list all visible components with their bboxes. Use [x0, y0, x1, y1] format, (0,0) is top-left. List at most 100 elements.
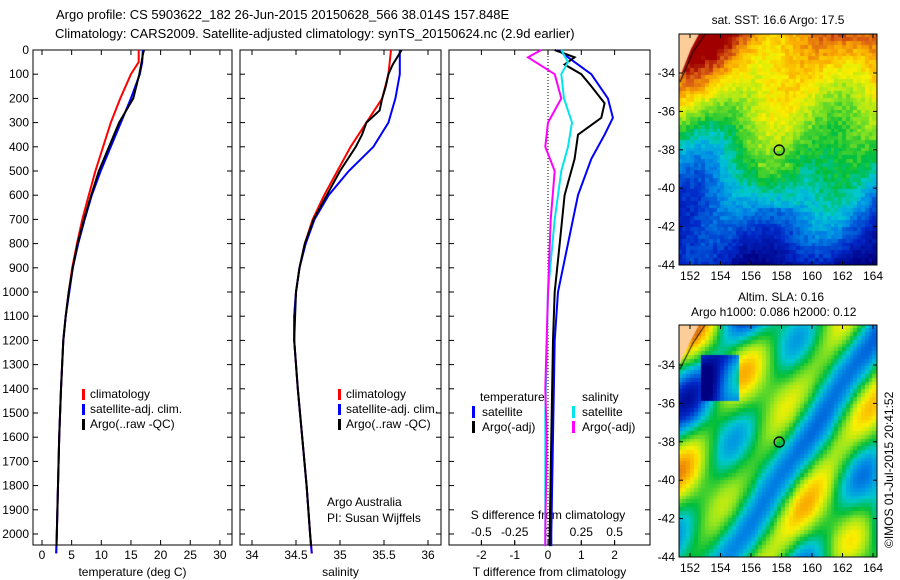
legend-label: satellite [482, 405, 523, 419]
y-tick-label: -40 [658, 473, 676, 487]
legend-swatch [82, 404, 85, 415]
sst-map-title: sat. SST: 16.6 Argo: 17.5 [712, 13, 845, 27]
y-tick-label: -34 [658, 66, 676, 80]
x-tick-label: 0 [39, 548, 46, 562]
x-tick-label: 162 [832, 269, 852, 283]
y-tick-label: 400 [9, 140, 29, 154]
legend-label: Argo(-adj) [582, 420, 635, 434]
sla-map-title: Altim. SLA: 0.16 [738, 290, 824, 304]
y-tick-label: 1400 [2, 382, 29, 396]
y-tick-label: 1300 [2, 358, 29, 372]
x-tick-label: 0 [545, 548, 552, 562]
y-tick-label: 0 [22, 43, 29, 57]
y-tick-label: 100 [9, 67, 29, 81]
x-tick-label: 1 [578, 548, 585, 562]
y-tick-label: -42 [658, 512, 676, 526]
legend-swatch [572, 406, 575, 418]
legend-swatch [338, 404, 341, 415]
series-line-argo-raw-qc- [55, 49, 145, 547]
series-line-t-satellite [550, 49, 614, 547]
x-tick-label: 164 [863, 561, 883, 575]
series-line-s-satellite [544, 49, 574, 547]
x2-tick-label: 0.5 [606, 525, 623, 539]
title-line-1: Argo profile: CS 5903622_182 26-Jun-2015… [56, 7, 510, 22]
panel-temperature: 0100200300400500600700800900100011001200… [2, 43, 233, 579]
y-tick-label: 600 [9, 188, 29, 202]
x2-tick-label: 0.25 [570, 525, 594, 539]
argo-position-marker [773, 436, 785, 448]
x-tick-label: 162 [832, 561, 852, 575]
x-tick-label: 154 [710, 561, 730, 575]
y-tick-label: -44 [658, 550, 676, 564]
x-tick-label: 35.5 [372, 548, 396, 562]
legend-swatch [338, 419, 341, 430]
y-tick-label: 200 [9, 91, 29, 105]
x-tick-label: 36 [421, 548, 435, 562]
x-tick-label: 34.5 [284, 548, 308, 562]
y-tick-label: -40 [658, 181, 676, 195]
x-tick-label: 160 [802, 269, 822, 283]
legend-label: satellite [582, 405, 623, 419]
x-tick-label: 156 [741, 561, 761, 575]
x-tick-label: 15 [124, 548, 138, 562]
series-line-satellite-adj-clim- [293, 50, 401, 554]
legend-label: climatology [90, 387, 150, 401]
y-tick-label: 300 [9, 116, 29, 130]
x-axis-label: T difference from climatology [473, 565, 627, 579]
y-tick-label: -36 [658, 104, 676, 118]
x-axis-label: temperature (deg C) [78, 565, 186, 579]
panel-frame [239, 49, 442, 546]
y-tick-label: 700 [9, 212, 29, 226]
x-axis-label: salinity [322, 565, 359, 579]
y-tick-label: -36 [658, 396, 676, 410]
panel-difference: -2 -1 0 1 2 T difference from climatology -0.5… [448, 49, 651, 579]
y-tick-label: 800 [9, 237, 29, 251]
y-tick-label: 1900 [2, 503, 29, 517]
legend-label: Argo(..raw -QC) [90, 417, 175, 431]
x-tick-label: 156 [741, 269, 761, 283]
x-tick-label: 158 [771, 561, 791, 575]
y-tick-label: 500 [9, 164, 29, 178]
legend-label: satellite-adj. clim. [90, 402, 182, 416]
x-tick-label: -1 [509, 548, 520, 562]
x-tick-label: 20 [154, 548, 168, 562]
x2-axis-label: S difference from climatology [471, 508, 626, 522]
x-tick-label: 25 [184, 548, 198, 562]
map-frame [678, 324, 878, 558]
legend-swatch [82, 419, 85, 430]
x-tick-label: 2 [611, 548, 618, 562]
map-axes-sst-map: 152 154 156 158 160 162 164 -34 -36 -38 -40 -42 -44 [658, 33, 883, 283]
x-tick-label: 152 [680, 561, 700, 575]
series-line-argo-raw-qc- [293, 49, 403, 547]
map-axes-sla-map: 152 154 156 158 160 162 164 -34 -36 -38 -40 -42 -44 [658, 324, 883, 575]
panel-frame [448, 49, 651, 546]
annotation-text: Argo Australia [327, 495, 402, 509]
x2-tick-label: -0.5 [471, 525, 492, 539]
sla-map-subtitle: Argo h1000: 0.086 h2000: 0.12 [691, 305, 857, 319]
annotation-text: PI: Susan Wijffels [327, 511, 421, 525]
x-tick-label: 152 [680, 269, 700, 283]
y-tick-label: -44 [658, 258, 676, 272]
y-tick-label: -42 [658, 220, 676, 234]
x-tick-label: 160 [802, 561, 822, 575]
y-tick-label: 2000 [2, 527, 29, 541]
series-line-satellite-adj-clim- [55, 49, 144, 554]
credit-text: ©IMOS 01-Jul-2015 20:41:52 [882, 391, 896, 548]
panel-frame [32, 49, 233, 546]
y-tick-label: -38 [658, 435, 676, 449]
legend-label: Argo(..raw -QC) [346, 417, 431, 431]
panel-salinity: 34 34.5 35 35.5 36 salinity climatologysatelli… [239, 49, 442, 579]
sla-map-image [679, 325, 877, 557]
y-tick-label: 900 [9, 261, 29, 275]
legend-swatch [572, 421, 575, 433]
y-tick-label: -34 [658, 358, 676, 372]
legend-header: temperature [480, 390, 545, 404]
legend-header: salinity [582, 390, 619, 404]
argo-position-marker [773, 144, 785, 156]
x-tick-label: -2 [476, 548, 487, 562]
x-tick-label: 10 [95, 548, 109, 562]
x-tick-label: 34 [245, 548, 259, 562]
y-tick-label: 1600 [2, 430, 29, 444]
